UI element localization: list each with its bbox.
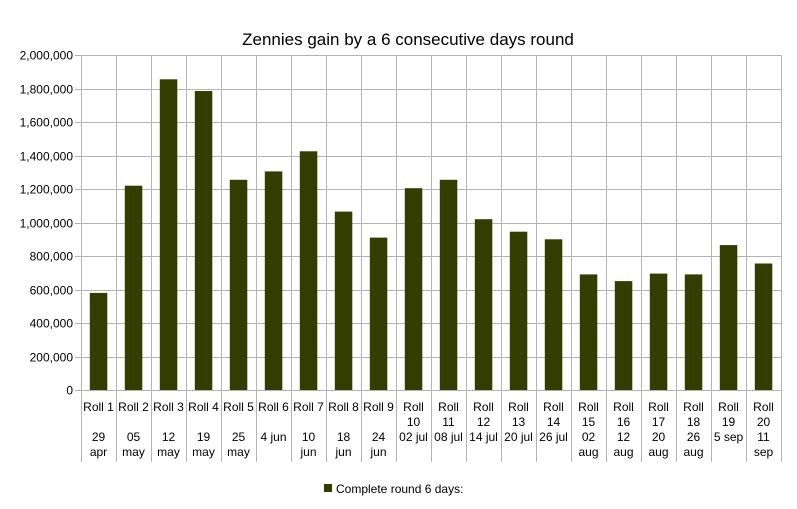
x-tick-label: Roll 4 19 may (188, 400, 219, 459)
y-tick-label: 1,200,000 (20, 183, 74, 197)
x-tick-label: Roll 5 25 may (223, 400, 254, 459)
bar (684, 274, 703, 390)
bar (229, 179, 248, 390)
x-tick-label: Roll 1 29 apr (83, 400, 114, 459)
chart-title: Zennies gain by a 6 consecutive days rou… (242, 30, 574, 49)
x-tick-label: Roll 20 11 sep (753, 400, 774, 459)
x-tick-label: Roll 3 12 may (153, 400, 184, 459)
y-tick-label: 0 (66, 384, 73, 398)
bar (404, 188, 423, 390)
x-tick-label: Roll 9 24 jun (363, 400, 394, 459)
bar (124, 185, 143, 390)
x-tick-label: Roll 16 12 aug (613, 400, 634, 459)
bar (509, 231, 528, 390)
x-tick-label: Roll 12 14 jul (469, 400, 498, 444)
legend-swatch (324, 484, 332, 492)
x-tick-label: Roll 10 02 jul (399, 400, 428, 444)
x-tick-label: Roll 19 5 sep (714, 400, 744, 444)
legend: Complete round 6 days: (324, 482, 463, 496)
x-tick-label: Roll 18 26 aug (683, 400, 704, 459)
bar (334, 211, 353, 390)
bar (474, 219, 493, 390)
bar (89, 292, 108, 390)
bar (719, 245, 738, 390)
x-tick-label: Roll 7 10 jun (293, 400, 324, 459)
x-tick-label: Roll 15 02 aug (578, 400, 599, 459)
y-tick-label: 200,000 (30, 351, 74, 365)
x-tick-label: Roll 14 26 jul (539, 400, 568, 444)
y-tick-label: 600,000 (30, 284, 74, 298)
bar (194, 91, 213, 390)
bar (544, 239, 563, 391)
y-tick-label: 1,000,000 (20, 217, 74, 231)
y-tick-label: 1,400,000 (20, 150, 74, 164)
x-tick-label: Roll 13 20 jul (504, 400, 533, 444)
y-tick-label: 2,000,000 (20, 49, 74, 63)
y-tick-label: 400,000 (30, 317, 74, 331)
bar (754, 263, 773, 390)
bar (614, 281, 633, 390)
y-tick-label: 800,000 (30, 250, 74, 264)
x-tick-label: Roll 11 08 jul (434, 400, 463, 444)
x-tick-label: Roll 2 05 may (118, 400, 149, 459)
x-tick-label: Roll 8 18 jun (328, 400, 359, 459)
y-tick-label: 1,800,000 (20, 83, 74, 97)
bars (89, 79, 773, 391)
bar (369, 237, 388, 390)
bar (579, 274, 598, 390)
bar (649, 273, 668, 390)
bar (439, 179, 458, 390)
bar (264, 171, 283, 390)
y-tick-label: 1,600,000 (20, 116, 74, 130)
bar (159, 79, 178, 391)
x-tick-label: Roll 6 4 jun (258, 400, 289, 444)
bar (299, 151, 318, 390)
x-tick-label: Roll 17 20 aug (648, 400, 669, 459)
y-axis-ticks: 0 200,000 400,000 600,000 800,000 1,000,000 1,… (20, 49, 74, 398)
legend-label: Complete round 6 days: (336, 482, 463, 496)
